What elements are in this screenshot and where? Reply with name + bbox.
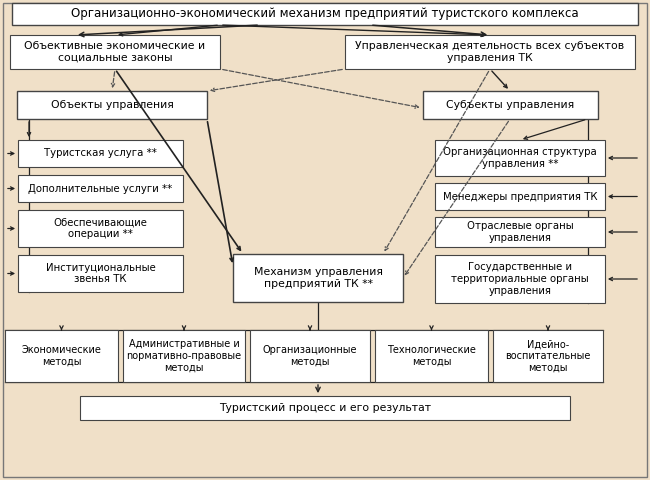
FancyBboxPatch shape [345,35,635,69]
Text: Туристский процесс и его результат: Туристский процесс и его результат [219,403,431,413]
Text: Экономические
методы: Экономические методы [21,345,101,367]
FancyBboxPatch shape [12,3,638,25]
Text: Управленческая деятельность всех субъектов
управления ТК: Управленческая деятельность всех субъект… [356,41,625,63]
FancyBboxPatch shape [375,330,488,382]
FancyBboxPatch shape [493,330,603,382]
Text: Туристская услуга **: Туристская услуга ** [44,148,157,158]
FancyBboxPatch shape [435,217,605,247]
FancyBboxPatch shape [17,91,207,119]
FancyBboxPatch shape [10,35,220,69]
FancyBboxPatch shape [250,330,370,382]
FancyBboxPatch shape [123,330,245,382]
Text: Механизм управления
предприятий ТК **: Механизм управления предприятий ТК ** [254,267,382,289]
Text: Менеджеры предприятия ТК: Менеджеры предприятия ТК [443,192,597,202]
FancyBboxPatch shape [18,210,183,247]
Text: Организационная структура
управления **: Организационная структура управления ** [443,147,597,169]
Text: Административные и
nормативно-правовые
методы: Административные и nормативно-правовые м… [127,339,242,372]
Text: Отраслевые органы
управления: Отраслевые органы управления [467,221,573,243]
Text: Объекты управления: Объекты управления [51,100,174,110]
Text: Идейно-
воспитательные
методы: Идейно- воспитательные методы [505,339,591,372]
FancyBboxPatch shape [435,140,605,176]
Text: Институциональные
звенья ТК: Институциональные звенья ТК [46,263,155,284]
FancyBboxPatch shape [233,254,403,302]
FancyBboxPatch shape [18,255,183,292]
FancyBboxPatch shape [422,91,597,119]
FancyBboxPatch shape [435,183,605,210]
Text: Государственные и
территориальные органы
управления: Государственные и территориальные органы… [451,263,589,296]
FancyBboxPatch shape [18,140,183,167]
Text: Организационно-экономический механизм предприятий туристского комплекса: Организационно-экономический механизм пр… [72,8,578,21]
FancyBboxPatch shape [435,255,605,303]
Text: Субъекты управления: Субъекты управления [446,100,574,110]
Text: Дополнительные услуги **: Дополнительные услуги ** [29,183,173,193]
FancyBboxPatch shape [5,330,118,382]
Text: Объективные экономические и
социальные законы: Объективные экономические и социальные з… [25,41,205,63]
FancyBboxPatch shape [18,175,183,202]
Text: Обеспечивающие
операции **: Обеспечивающие операции ** [53,218,148,240]
Text: Технологические
методы: Технологические методы [387,345,476,367]
Text: Организационные
методы: Организационные методы [263,345,358,367]
FancyBboxPatch shape [80,396,570,420]
